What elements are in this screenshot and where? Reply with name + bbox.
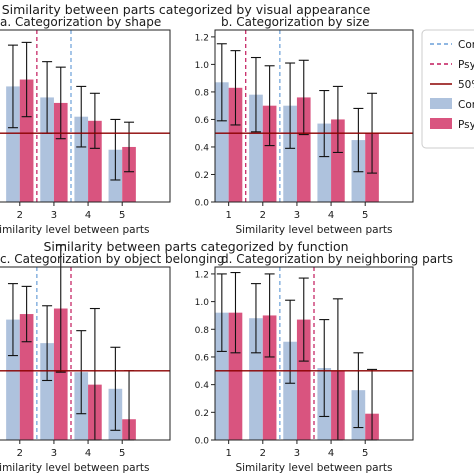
axes-frame [214,266,414,441]
panel-title: d. Categorization by neighboring parts [221,252,453,266]
bar-psych-2 [262,105,277,202]
axes-frame [214,29,414,203]
x-tick-label: 2 [260,448,266,459]
legend-label: Cor [458,39,474,51]
y-tick-label: 0.6 [195,353,210,363]
legend-swatch-patch [430,118,452,129]
bar-computational-1 [215,312,229,440]
x-tick-label: 2 [17,210,23,221]
panel-d-neighboring-parts: d. Categorization by neighboring parts 0.… [195,252,453,474]
bar-computational-3 [283,105,297,202]
figure-title-middle: Similarity between parts categorized by … [43,239,348,254]
x-tick-label: 5 [119,210,125,221]
bar-psych-1 [228,87,243,202]
x-tick-label: 3 [51,210,57,221]
x-axis-label: Similarity level between parts [0,224,150,236]
x-tick-label: 5 [362,210,368,221]
x-tick-label: 4 [85,448,91,459]
y-tick-label: 1.2 [195,270,209,280]
y-tick-label: 0.2 [195,409,209,419]
bar-psych-2 [19,79,34,202]
x-tick-label: 1 [225,210,231,221]
y-tick-label: 0.8 [195,326,210,336]
bar-computational-2 [249,94,263,202]
bar-computational-4 [74,116,89,202]
bar-computational-3 [283,341,297,440]
legend: Cor Psy 50% Cor Psy [421,29,474,149]
y-tick-label: 0.0 [195,437,210,447]
bar-psych-3 [296,319,311,440]
x-tick-label: 3 [294,210,300,221]
y-tick-label: 1.0 [195,61,210,71]
y-tick-label: 0.4 [195,381,210,391]
x-tick-label: 4 [328,210,334,221]
legend-label: Psy [458,59,474,71]
legend-label: Cor [458,99,474,111]
bar-computational-1 [215,82,229,202]
y-tick-label: 0.4 [195,143,210,153]
x-tick-label: 4 [328,448,334,459]
panel-title: c. Categorization by object belonging [0,252,225,266]
panel-title: b. Categorization by size [221,15,370,29]
bar-computational-4 [317,123,332,202]
axes-frame [0,29,171,203]
bar-psych-2 [262,315,277,440]
panel-b-size: b. Categorization by size 0.0 0.2 0.4 0.6 0.8… [195,15,414,236]
bar-psych-3 [53,308,68,440]
bar-psych-4 [331,119,345,202]
bar-computational-2 [249,318,263,440]
x-axis-label: Similarity level between parts [235,224,392,236]
x-tick-label: 5 [362,448,368,459]
bar-psych-3 [296,97,311,202]
y-tick-label: 1.2 [195,33,209,43]
bar-psych-5 [122,146,136,202]
bar-psych-2 [19,314,34,440]
x-tick-label: 4 [85,210,91,221]
bar-psych-3 [53,102,68,202]
bar-computational-2 [6,86,20,202]
y-tick-label: 0.6 [195,116,210,126]
x-tick-label: 5 [119,448,125,459]
bar-computational-3 [40,343,54,440]
y-tick-label: 0.0 [195,199,210,209]
y-tick-label: 1.0 [195,298,210,308]
panel-c-object-belonging: c. Categorization by object belonging123… [0,244,225,474]
x-tick-label: 2 [260,210,266,221]
x-tick-label: 3 [51,448,57,459]
x-axis-label: Similarity level between parts [235,462,392,474]
bar-computational-2 [6,319,20,440]
bar-psych-4 [88,120,102,202]
axes-frame [0,266,171,441]
x-axis-label: Similarity level between parts [0,462,150,474]
panel-a-shape: a. Categorization by shape12345Similarit… [0,15,171,236]
figure-title-top: Similarity between parts categorized by … [2,2,371,17]
x-tick-label: 1 [225,448,231,459]
bar-computational-3 [40,97,54,202]
x-tick-label: 2 [17,448,23,459]
y-tick-label: 0.2 [195,171,209,181]
x-tick-label: 3 [294,448,300,459]
y-tick-label: 0.8 [195,88,210,98]
bar-psych-1 [228,312,243,440]
legend-swatch-patch [430,98,452,109]
panel-title: a. Categorization by shape [0,15,161,29]
legend-label: Psy [458,119,474,131]
legend-label: 50% [458,79,474,91]
